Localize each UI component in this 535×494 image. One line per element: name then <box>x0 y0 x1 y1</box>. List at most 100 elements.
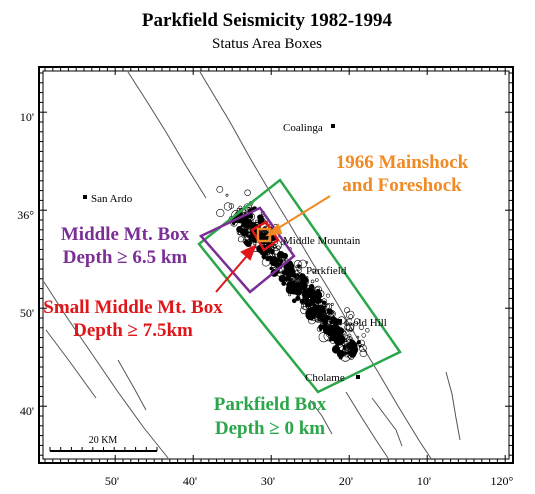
earthquake-event <box>316 290 321 295</box>
parkfield-box-label-2: Depth ≥ 0 km <box>215 418 325 439</box>
earthquake-event <box>298 277 307 287</box>
earthquake-event <box>293 260 302 269</box>
earthquake-event <box>308 284 315 291</box>
mainshock-arrowhead <box>265 223 283 237</box>
middle-mt-box-label-1: Middle Mt. Box <box>61 224 190 245</box>
scale-bar-label: 20 KM <box>89 435 118 446</box>
earthquake-event <box>298 259 308 269</box>
earthquake-event <box>236 207 241 212</box>
earthquake-event <box>237 236 244 243</box>
earthquake-event <box>237 228 240 232</box>
map-frame <box>38 66 514 464</box>
earthquake-event <box>349 327 353 331</box>
small-middle-mt-box-label-2: Depth ≥ 7.5km <box>73 320 193 341</box>
earthquake-event <box>348 354 355 360</box>
lat-tick-label: 50' <box>20 306 34 320</box>
earthquake-event <box>327 332 332 337</box>
lon-tick-label: 40' <box>183 474 197 488</box>
earthquake-event <box>310 279 315 284</box>
gold-hill-marker <box>338 319 342 323</box>
earthquake-event <box>318 310 327 319</box>
earthquake-event <box>255 219 259 224</box>
earthquake-event <box>314 286 321 292</box>
scale-bar-ticks <box>49 447 158 451</box>
earthquake-event <box>283 267 293 277</box>
earthquake-event <box>308 309 317 318</box>
small-middle-mt-box-label-1: Small Middle Mt. Box <box>43 297 223 318</box>
earthquake-event <box>228 203 235 209</box>
town-markers: Coalinga San Ardo Middle Mountain Parkfi… <box>83 122 387 384</box>
earthquake-event <box>294 289 300 295</box>
earthquake-event <box>301 293 305 297</box>
earthquake-event <box>329 318 334 323</box>
parkfield-label: Parkfield <box>306 265 347 277</box>
middle-mountain-label: Middle Mountain <box>283 235 361 247</box>
cholame-marker <box>356 375 360 379</box>
earthquake-event <box>336 349 345 358</box>
earthquake-event <box>321 322 330 330</box>
earthquake-event <box>245 242 250 247</box>
earthquake-event <box>324 303 332 311</box>
fault-trace-small <box>309 399 333 435</box>
frame-ticks <box>39 67 513 463</box>
parkfield-box <box>197 178 402 394</box>
earthquake-event <box>358 324 365 330</box>
earthquake-event <box>314 278 319 282</box>
earthquake-event <box>344 351 347 354</box>
earthquake-event <box>277 259 281 263</box>
coalinga-label: Coalinga <box>283 122 323 134</box>
small-box-arrow <box>215 249 253 293</box>
earthquake-event <box>325 293 331 298</box>
fault-trace-east-2 <box>371 397 403 447</box>
earthquake-event <box>242 222 248 228</box>
small-middle-mt-box <box>250 220 280 252</box>
earthquake-event <box>244 189 251 196</box>
lon-tick-label: 20' <box>339 474 353 488</box>
map-title: Parkfield Seismicity 1982-1994 <box>142 10 393 31</box>
earthquake-event <box>336 340 343 348</box>
earthquake-event <box>279 271 283 275</box>
earthquake-event <box>269 247 281 259</box>
fault-trace-west-2 <box>43 281 169 459</box>
earthquake-event <box>295 295 301 301</box>
earthquake-event <box>317 318 322 323</box>
earthquake-event <box>240 222 250 232</box>
fault-trace-west-3 <box>45 329 97 399</box>
earthquake-event <box>216 185 224 193</box>
earthquake-event <box>243 231 252 241</box>
parkfield-box-label-1: Parkfield Box <box>214 394 327 415</box>
earthquake-event <box>291 298 297 304</box>
earthquake-event <box>297 276 303 281</box>
earthquake-event <box>346 310 355 320</box>
scale-bar: 20 KM <box>49 435 158 452</box>
earthquake-event <box>342 347 346 352</box>
earthquake-event <box>333 332 341 340</box>
earthquake-event <box>325 303 331 309</box>
earthquake-event <box>365 328 370 333</box>
mainshock-arrow <box>271 195 331 233</box>
earthquake-event <box>268 255 273 260</box>
latitude-labels: 10' 36° 50' 40' <box>17 110 34 418</box>
earthquake-event <box>356 335 360 339</box>
earthquake-event <box>361 333 366 338</box>
gold-hill-label: Gold Hill <box>345 317 387 329</box>
earthquake-event <box>349 346 353 349</box>
earthquake-event <box>295 275 299 280</box>
earthquake-event <box>345 323 355 333</box>
earthquake-event <box>223 202 232 211</box>
mainshock-label-1: 1966 Mainshock <box>336 152 469 173</box>
earthquake-event <box>321 298 328 305</box>
earthquake-event <box>327 313 334 319</box>
middle-mt-box-label-2: Depth ≥ 6.5 km <box>63 247 188 268</box>
earthquake-event <box>354 346 358 350</box>
earthquake-event <box>314 285 322 294</box>
earthquake-event <box>319 328 323 332</box>
middle-mt-box <box>198 206 296 294</box>
earthquake-event <box>300 300 305 305</box>
earthquake-event <box>349 347 357 355</box>
longitude-labels: 50' 40' 30' 20' 10' 120° <box>105 474 514 488</box>
earthquake-event <box>316 326 323 332</box>
earthquake-event <box>305 301 316 311</box>
earthquake-event <box>258 214 263 219</box>
